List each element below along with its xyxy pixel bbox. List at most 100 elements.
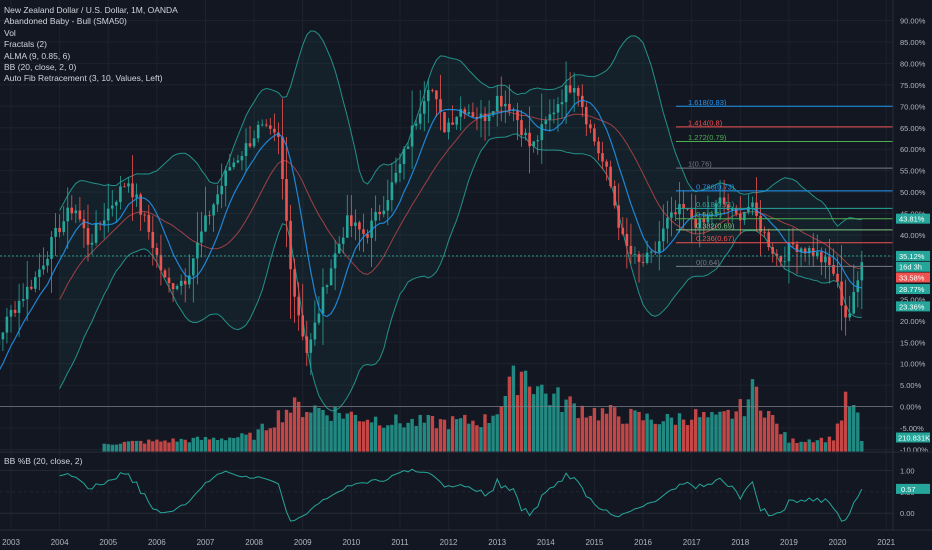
volume-bar <box>264 430 268 452</box>
candle-body <box>50 237 53 259</box>
y-tick-label: 15.00% <box>900 338 926 347</box>
candle-body <box>147 214 151 232</box>
x-tick-label: 2017 <box>683 538 701 547</box>
candle-body <box>25 286 29 300</box>
volume-bar <box>657 424 661 452</box>
volume-tag-label: 210.831K <box>898 433 930 442</box>
x-tick-label: 2020 <box>829 538 847 547</box>
candle-body <box>252 138 256 147</box>
candle-body <box>21 299 25 301</box>
volume-bar <box>386 425 390 452</box>
x-tick-label: 2008 <box>245 538 263 547</box>
volume-bar <box>511 365 516 452</box>
volume-bar <box>276 410 281 452</box>
candle-body <box>662 228 665 242</box>
indicator-abandoned-baby[interactable]: Abandoned Baby - Bull (SMA50) <box>4 16 127 27</box>
volume-bar <box>596 420 601 452</box>
indicator-bollinger-bands[interactable]: BB (20, close, 2, 0) <box>4 62 77 73</box>
volume-tag-box <box>896 432 930 443</box>
volume-bar <box>580 405 584 452</box>
candle-body <box>455 116 458 125</box>
x-tick-label: 2012 <box>440 538 458 547</box>
volume-bar <box>467 423 471 452</box>
x-tick-label: 2004 <box>51 538 69 547</box>
volume-bar <box>179 438 183 452</box>
y-tick-label: 90.00% <box>900 17 926 26</box>
candle-body <box>431 90 434 91</box>
y-tick-label: 75.00% <box>900 81 926 90</box>
candle-body <box>38 269 41 277</box>
x-tick-label: 2009 <box>294 538 312 547</box>
candle-body <box>471 112 475 117</box>
price-tag-box <box>896 301 930 312</box>
volume-bar <box>540 384 544 452</box>
candle-body <box>362 229 365 234</box>
indicator-volume[interactable]: Vol <box>4 27 16 38</box>
volume-bar <box>714 414 718 452</box>
volume-bar <box>831 440 836 452</box>
volume-bar <box>114 444 118 452</box>
candle-body <box>585 107 588 125</box>
candle-body <box>751 202 754 207</box>
volume-bar <box>523 370 528 452</box>
candle-body <box>447 122 450 133</box>
price-tag-box <box>896 250 930 261</box>
price-tag-box <box>896 284 930 295</box>
volume-bar <box>394 414 398 452</box>
candle-body <box>66 207 69 222</box>
candle-body <box>86 228 90 245</box>
candle-body <box>220 185 223 195</box>
candle-body <box>70 207 74 214</box>
bb-percent-b-legend[interactable]: BB %B (20, close, 2) <box>4 456 83 466</box>
indicator-auto-fib[interactable]: Auto Fib Retracement (3, 10, Values, Lef… <box>4 73 163 84</box>
volume-bar <box>353 414 358 452</box>
candle-body <box>378 211 381 215</box>
candle-body <box>795 244 799 252</box>
volume-bar <box>446 429 451 452</box>
volume-bar <box>167 442 171 452</box>
volume-bar <box>718 411 722 452</box>
volume-bar <box>653 423 657 452</box>
volume-bar <box>702 412 706 452</box>
volume-bar <box>527 386 532 452</box>
indicator-alma[interactable]: ALMA (9, 0.85, 6) <box>4 50 71 61</box>
candle-body <box>451 122 454 125</box>
volume-bar <box>232 438 236 452</box>
candle-body <box>435 90 438 100</box>
volume-bar <box>503 396 507 452</box>
candle-body <box>556 104 560 113</box>
volume-bar <box>783 432 787 452</box>
volume-bar <box>536 386 540 452</box>
candle-body <box>329 268 333 286</box>
volume-bar <box>422 422 426 452</box>
volume-bar <box>649 419 653 452</box>
candle-body <box>820 252 823 263</box>
candle-body <box>212 204 215 216</box>
candle-body <box>621 227 625 234</box>
candle-body <box>285 179 288 221</box>
volume-bar <box>839 420 844 452</box>
candle-body <box>848 313 851 318</box>
indicator-fractals[interactable]: Fractals (2) <box>4 39 47 50</box>
candle-body <box>127 183 130 187</box>
volume-bar <box>592 408 597 452</box>
candle-body <box>755 202 758 216</box>
volume-bar <box>309 412 313 452</box>
candle-body <box>495 95 499 112</box>
volume-bar <box>272 427 277 452</box>
candle-body <box>844 305 847 318</box>
volume-bar <box>819 437 823 452</box>
volume-bar <box>284 409 289 452</box>
candle-body <box>552 112 556 115</box>
volume-bar <box>349 411 353 452</box>
candle-body <box>617 205 620 228</box>
volume-bar <box>369 422 374 452</box>
symbol-title[interactable]: New Zealand Dollar / U.S. Dollar, 1M, OA… <box>4 5 178 15</box>
volume-bar <box>220 438 224 452</box>
candle-body <box>273 128 276 133</box>
candle-body <box>131 183 134 198</box>
candle-body <box>301 315 304 337</box>
volume-bar <box>325 415 329 452</box>
volume-bar <box>568 396 572 452</box>
